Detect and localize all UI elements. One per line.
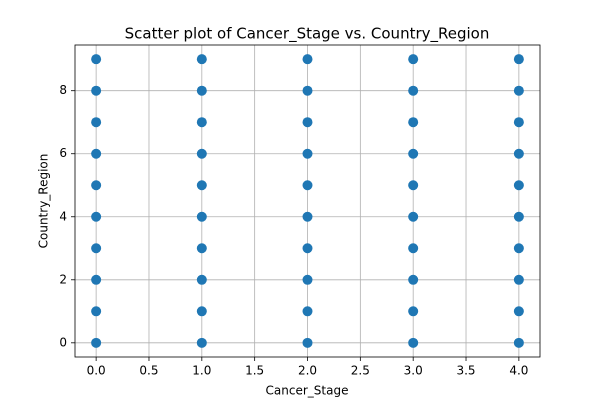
point bbox=[408, 117, 419, 128]
point bbox=[513, 180, 524, 191]
point bbox=[302, 54, 313, 65]
point bbox=[196, 180, 207, 191]
y-tick-label: 2 bbox=[59, 272, 67, 286]
point bbox=[196, 211, 207, 222]
point bbox=[196, 337, 207, 348]
y-tick-label: 6 bbox=[59, 146, 67, 160]
point bbox=[513, 243, 524, 254]
y-tick-label: 0 bbox=[59, 335, 67, 349]
x-tick-label: 3.5 bbox=[456, 364, 475, 378]
point bbox=[302, 85, 313, 96]
point bbox=[91, 243, 102, 254]
point bbox=[91, 180, 102, 191]
point bbox=[91, 211, 102, 222]
point bbox=[196, 54, 207, 65]
point bbox=[302, 243, 313, 254]
point bbox=[513, 117, 524, 128]
point bbox=[196, 306, 207, 317]
point bbox=[196, 85, 207, 96]
point bbox=[302, 180, 313, 191]
point bbox=[302, 306, 313, 317]
point bbox=[302, 337, 313, 348]
point bbox=[408, 274, 419, 285]
point bbox=[91, 117, 102, 128]
point bbox=[302, 117, 313, 128]
point bbox=[91, 306, 102, 317]
point bbox=[408, 148, 419, 159]
point bbox=[408, 243, 419, 254]
chart-title: Scatter plot of Cancer_Stage vs. Country… bbox=[125, 25, 490, 44]
x-tick-label: 0.0 bbox=[87, 364, 106, 378]
point bbox=[91, 85, 102, 96]
x-tick-label: 2.5 bbox=[351, 364, 370, 378]
x-tick-label: 1.0 bbox=[192, 364, 211, 378]
point bbox=[91, 337, 102, 348]
y-tick-label: 4 bbox=[59, 209, 67, 223]
point bbox=[408, 337, 419, 348]
point bbox=[513, 306, 524, 317]
point bbox=[513, 148, 524, 159]
point bbox=[196, 243, 207, 254]
point bbox=[91, 148, 102, 159]
point bbox=[91, 274, 102, 285]
plot-frame bbox=[74, 44, 541, 358]
x-tick-label: 3.0 bbox=[404, 364, 423, 378]
x-tick-label: 0.5 bbox=[139, 364, 158, 378]
point bbox=[513, 85, 524, 96]
y-tick-label: 8 bbox=[59, 83, 67, 97]
point bbox=[408, 54, 419, 65]
point bbox=[513, 211, 524, 222]
x-tick-label: 2.0 bbox=[298, 364, 317, 378]
point bbox=[513, 54, 524, 65]
point bbox=[196, 117, 207, 128]
point bbox=[408, 85, 419, 96]
x-tick-label: 1.5 bbox=[245, 364, 264, 378]
point bbox=[408, 211, 419, 222]
point bbox=[302, 148, 313, 159]
point bbox=[513, 274, 524, 285]
point bbox=[196, 148, 207, 159]
point bbox=[408, 180, 419, 191]
point bbox=[302, 211, 313, 222]
x-axis-label: Cancer_Stage bbox=[266, 384, 349, 398]
point bbox=[91, 54, 102, 65]
x-tick-label: 4.0 bbox=[509, 364, 528, 378]
point bbox=[513, 337, 524, 348]
point bbox=[408, 306, 419, 317]
y-axis-label: Country_Region bbox=[37, 154, 51, 249]
point bbox=[302, 274, 313, 285]
point bbox=[196, 274, 207, 285]
